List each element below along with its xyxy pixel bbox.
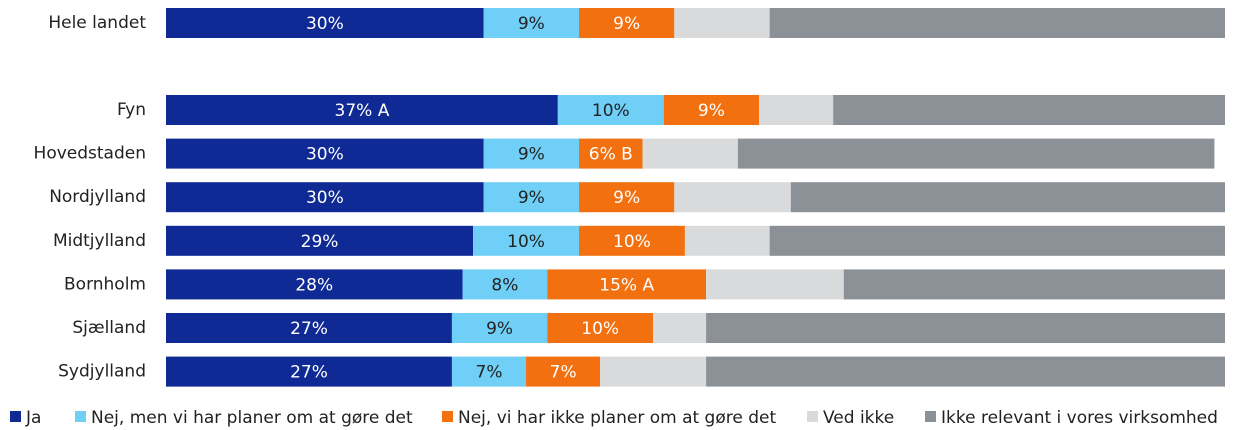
bar-segment (653, 313, 707, 343)
value-label: 10% (592, 101, 630, 121)
bar-segment (600, 356, 707, 387)
bar-segment (166, 8, 484, 38)
legend-swatch (75, 411, 86, 422)
value-label: 9% (613, 14, 640, 34)
bar-segment (706, 269, 844, 300)
bar-segment (706, 356, 1225, 387)
value-label: 28% (295, 275, 333, 295)
value-label: 30% (306, 145, 344, 165)
category-label: Sydjylland (58, 362, 146, 382)
value-label: 37% A (335, 101, 390, 121)
legend-label: Ved ikke (823, 408, 894, 428)
bar-segment (674, 182, 791, 213)
bar-segment (166, 356, 452, 387)
value-label: 7% (476, 363, 503, 383)
bar-segment (769, 8, 1225, 38)
legend-label: Ikke relevant i vores virksomhed (941, 408, 1218, 428)
value-label: 10% (613, 232, 651, 252)
value-label: 6% B (589, 145, 633, 165)
bar-segment (579, 225, 685, 256)
category-label: Nordjylland (49, 187, 146, 207)
bar-segment (663, 95, 760, 125)
bar-segment (547, 313, 654, 343)
value-label: 9% (518, 188, 545, 208)
value-label: 9% (486, 319, 513, 339)
value-label: 15% A (599, 275, 654, 295)
value-label: 9% (518, 14, 545, 34)
value-label: 9% (613, 188, 640, 208)
bar-segment (579, 182, 675, 213)
bar-segment (166, 182, 484, 213)
bar-segment (547, 269, 707, 300)
bar-segment (642, 138, 738, 169)
category-label: Fyn (117, 100, 146, 120)
legend-label: Nej, men vi har planer om at gøre det (91, 408, 413, 428)
category-label: Hele landet (48, 13, 146, 33)
bar-segment (166, 225, 474, 256)
category-label: Hovedstaden (34, 144, 146, 164)
value-label: 9% (698, 101, 725, 121)
bar-segment (166, 95, 558, 125)
bar-segment (483, 138, 580, 169)
legend-label: Ja (25, 408, 41, 428)
bar-segment (759, 95, 834, 125)
legend-swatch (807, 411, 818, 422)
bar-segment (451, 313, 548, 343)
value-label: 8% (491, 275, 518, 295)
legend-swatch (442, 411, 453, 422)
value-label: 30% (306, 14, 344, 34)
bar-segment (706, 313, 1225, 343)
value-label: 9% (518, 145, 545, 165)
legend-label: Nej, vi har ikke planer om at gøre det (458, 408, 776, 428)
category-label: Midtjylland (53, 231, 146, 251)
bar-segment (166, 269, 463, 300)
bar-segment (843, 269, 1225, 300)
bar-segment (462, 269, 548, 300)
value-label: 10% (581, 319, 619, 339)
value-label: 29% (301, 232, 339, 252)
bar-segment (557, 95, 664, 125)
value-label: 30% (306, 188, 344, 208)
value-label: 27% (290, 319, 328, 339)
bar-segment (737, 138, 1215, 169)
legend-swatch (925, 411, 936, 422)
legend-swatch (10, 411, 21, 422)
bar-segment (684, 225, 770, 256)
bar-segment (790, 182, 1225, 213)
value-label: 10% (507, 232, 545, 252)
bar-segment (579, 138, 643, 169)
bar-segment (483, 8, 580, 38)
category-label: Sjælland (72, 318, 146, 338)
value-label: 7% (550, 363, 577, 383)
bar-segment (769, 225, 1225, 256)
bar-segment (473, 225, 580, 256)
bar-segment (526, 356, 601, 387)
bar-segment (166, 138, 484, 169)
bar-segment (674, 8, 770, 38)
category-label: Bornholm (64, 274, 146, 294)
bar-segment (166, 313, 452, 343)
bar-segment (451, 356, 527, 387)
bar-segment (579, 8, 675, 38)
bar-segment (483, 182, 580, 213)
value-label: 27% (290, 363, 328, 383)
bar-segment (833, 95, 1225, 125)
